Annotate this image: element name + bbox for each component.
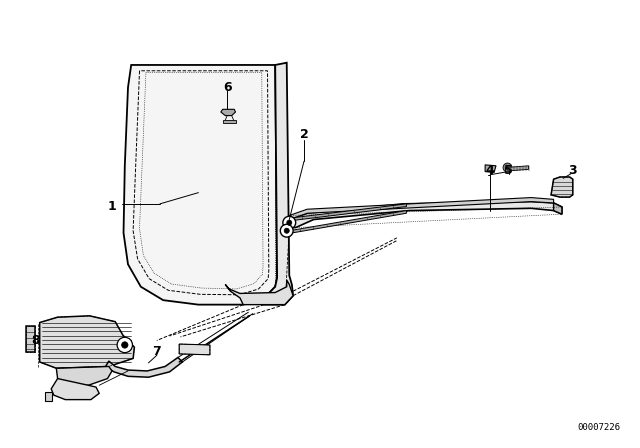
Polygon shape xyxy=(551,177,573,197)
Circle shape xyxy=(280,224,293,237)
Polygon shape xyxy=(225,280,293,305)
Circle shape xyxy=(284,228,289,233)
Polygon shape xyxy=(179,344,210,355)
Polygon shape xyxy=(124,65,277,305)
Circle shape xyxy=(117,337,132,353)
Polygon shape xyxy=(45,392,52,401)
Polygon shape xyxy=(106,358,182,377)
Polygon shape xyxy=(287,211,406,234)
Polygon shape xyxy=(554,203,562,214)
Circle shape xyxy=(122,342,128,348)
Text: 6: 6 xyxy=(223,81,232,94)
Polygon shape xyxy=(289,204,406,221)
Text: 7: 7 xyxy=(152,345,161,358)
Polygon shape xyxy=(221,109,236,116)
Polygon shape xyxy=(289,198,554,220)
Text: 1: 1 xyxy=(108,199,116,213)
Text: 3: 3 xyxy=(568,164,577,177)
Text: 00007226: 00007226 xyxy=(578,423,621,432)
Text: 2: 2 xyxy=(300,128,308,141)
Text: 4: 4 xyxy=(485,164,494,177)
Polygon shape xyxy=(223,120,236,123)
Polygon shape xyxy=(56,366,112,385)
Text: 5: 5 xyxy=(504,164,513,177)
Polygon shape xyxy=(264,63,293,305)
Polygon shape xyxy=(485,165,496,172)
Circle shape xyxy=(283,216,296,229)
Polygon shape xyxy=(506,166,529,171)
Text: 8: 8 xyxy=(31,334,40,347)
Circle shape xyxy=(503,163,512,172)
Circle shape xyxy=(287,220,292,225)
Polygon shape xyxy=(40,316,134,368)
Polygon shape xyxy=(51,379,99,400)
Polygon shape xyxy=(26,326,35,352)
Polygon shape xyxy=(289,202,562,228)
